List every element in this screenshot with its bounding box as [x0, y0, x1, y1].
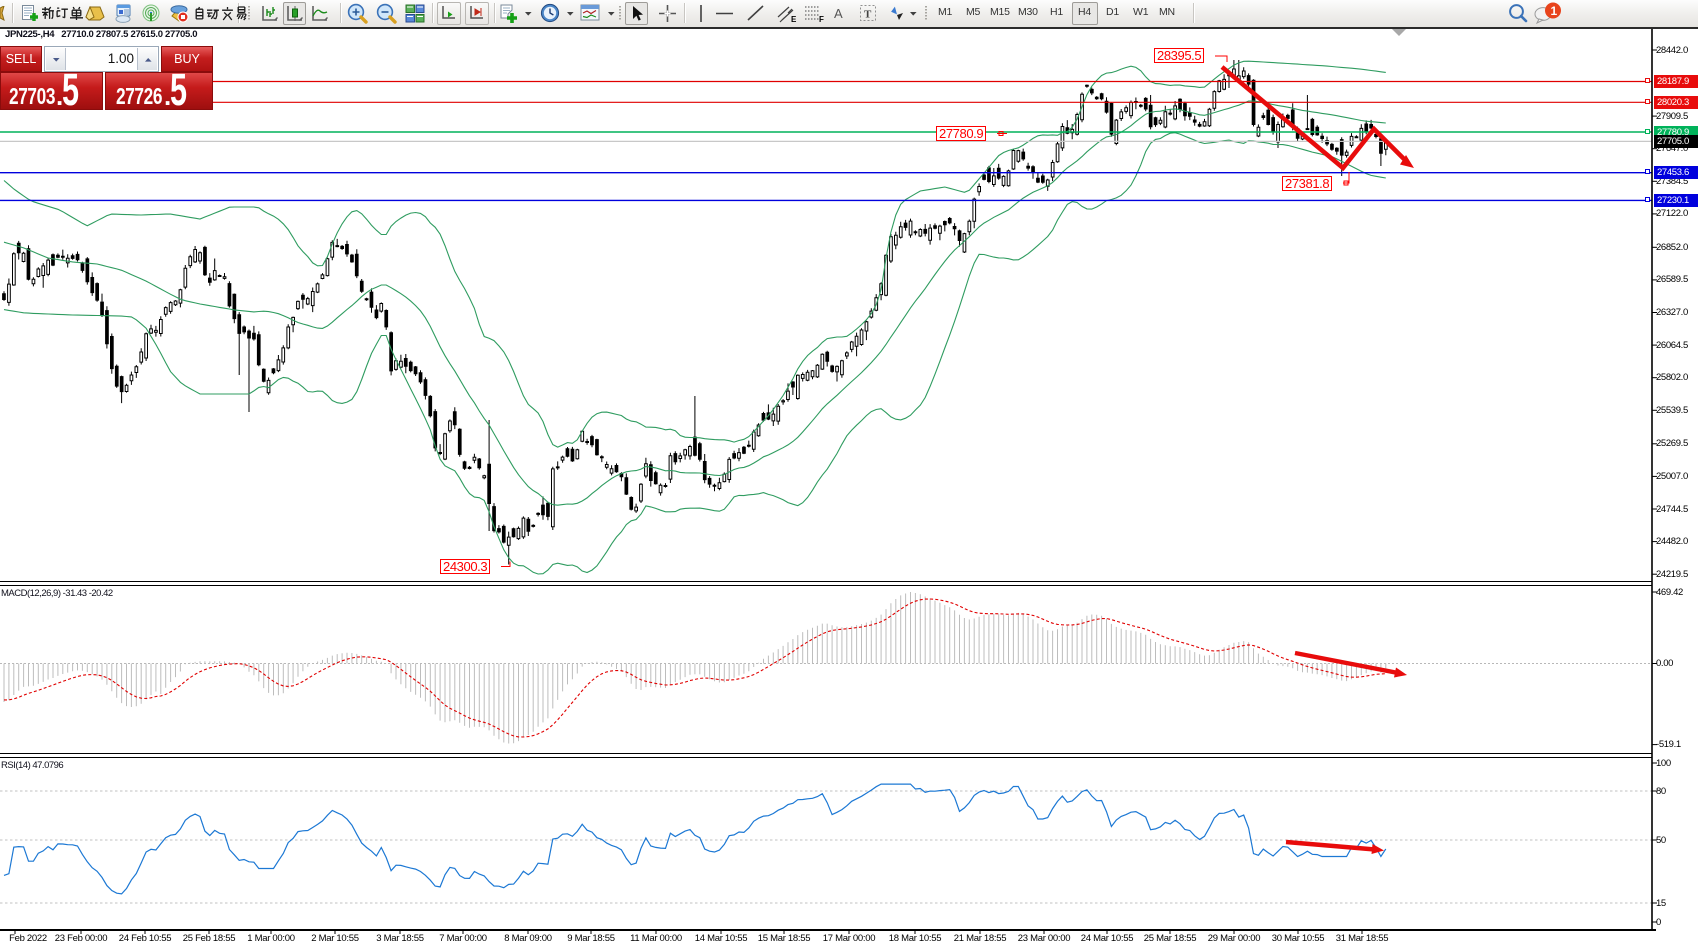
svg-text:E: E — [791, 15, 797, 24]
svg-text:F: F — [819, 15, 824, 24]
svg-text:T: T — [864, 9, 872, 21]
svg-text:1: 1 — [1551, 4, 1558, 18]
